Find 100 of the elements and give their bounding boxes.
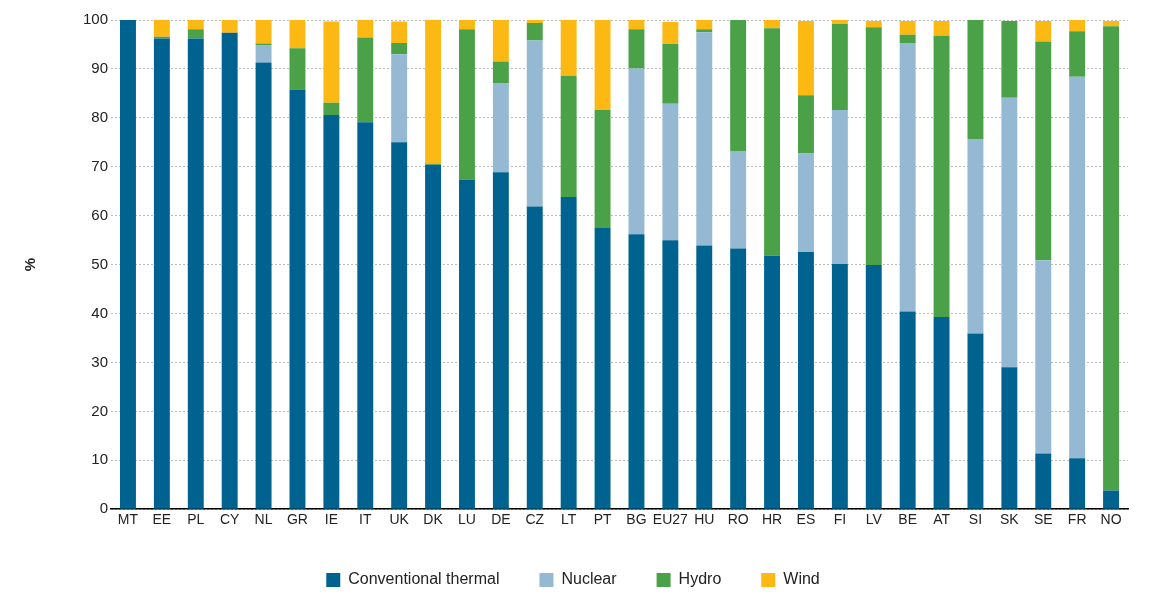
x-tick-label: AT <box>933 511 951 528</box>
bar <box>797 20 814 96</box>
bar <box>492 172 509 509</box>
x-tick-label: HU <box>694 511 715 528</box>
bar <box>899 42 916 312</box>
bar <box>289 89 306 509</box>
bar <box>255 62 272 509</box>
bar <box>526 40 543 207</box>
x-tick-label: GR <box>286 511 308 528</box>
bar <box>865 20 882 28</box>
legend-label: Hydro <box>678 570 722 588</box>
bar <box>391 54 408 143</box>
bar <box>255 44 272 63</box>
bar <box>628 68 645 235</box>
bar <box>1103 490 1120 509</box>
x-tick-label: RO <box>727 511 749 528</box>
bar <box>797 153 814 252</box>
bar <box>1001 20 1018 98</box>
bar <box>696 20 713 30</box>
bar <box>560 197 577 509</box>
y-tick-label: 50 <box>91 254 109 272</box>
x-tick-label: BE <box>898 511 917 528</box>
bar <box>628 234 645 509</box>
x-tick-label: IE <box>324 511 338 528</box>
bar <box>221 32 238 509</box>
x-tick-label: CY <box>219 511 241 528</box>
y-tick-label: 100 <box>83 10 109 28</box>
bar <box>153 38 170 509</box>
y-tick-label: 10 <box>91 450 109 468</box>
x-tick-label: PT <box>593 511 612 528</box>
bar <box>933 316 950 509</box>
y-axis-title: % <box>21 257 39 272</box>
bar <box>459 29 475 180</box>
bar <box>357 122 374 509</box>
bar <box>967 333 984 509</box>
bar <box>560 75 577 198</box>
bar <box>187 29 204 39</box>
bar <box>391 42 408 55</box>
bar <box>492 83 509 173</box>
bar <box>967 138 984 334</box>
bar <box>357 37 374 123</box>
x-tick-label: NO <box>1100 511 1122 528</box>
x-tick-label: SK <box>1000 511 1020 528</box>
x-tick-label: LV <box>865 511 883 528</box>
bar <box>797 95 814 154</box>
bar <box>933 35 950 317</box>
bar <box>1103 26 1120 491</box>
bar <box>1035 260 1052 454</box>
bar <box>120 20 136 509</box>
bar <box>730 248 747 509</box>
bar <box>492 61 509 84</box>
bar <box>831 110 848 265</box>
x-tick-label: DK <box>423 511 444 528</box>
bar <box>1035 41 1052 261</box>
bar <box>933 20 950 36</box>
bar <box>187 20 204 30</box>
x-tick-label: CZ <box>525 511 545 528</box>
x-tick-label: UK <box>389 511 410 528</box>
bar <box>153 20 170 37</box>
x-tick-label: MT <box>117 511 139 528</box>
bar <box>323 102 340 115</box>
bar <box>594 110 611 228</box>
bar <box>730 20 747 152</box>
x-tick-label: HR <box>761 511 783 528</box>
x-tick-label: EU27 <box>652 511 689 528</box>
bar <box>425 164 442 509</box>
bar <box>1069 31 1086 77</box>
bar <box>289 48 306 90</box>
bar <box>357 20 374 38</box>
bar <box>899 311 916 509</box>
bar <box>831 264 848 509</box>
bar <box>899 34 916 43</box>
bar <box>696 245 713 509</box>
bar <box>391 21 408 43</box>
bar <box>1069 458 1086 509</box>
y-tick-label: 20 <box>91 401 109 419</box>
bar <box>696 29 713 33</box>
bar <box>391 142 408 509</box>
bar <box>865 27 882 266</box>
bar <box>764 28 781 256</box>
y-tick-label: 70 <box>91 156 109 174</box>
bar <box>967 20 984 139</box>
bar <box>1103 20 1120 27</box>
x-tick-label: SE <box>1033 511 1053 528</box>
bar <box>594 20 611 111</box>
bar <box>1069 20 1086 32</box>
bar <box>459 20 475 30</box>
bar <box>797 251 814 509</box>
bar <box>1035 453 1052 509</box>
bar <box>764 255 781 509</box>
x-tick-label: FR <box>1067 511 1087 528</box>
legend-label: Nuclear <box>561 570 618 588</box>
bar <box>831 20 848 24</box>
bar <box>323 114 340 509</box>
bar <box>526 20 543 23</box>
x-tick-label: EE <box>152 511 172 528</box>
bar <box>289 20 306 49</box>
bar <box>831 23 848 111</box>
y-tick-label: 40 <box>91 303 109 321</box>
x-tick-label: ES <box>796 511 816 528</box>
